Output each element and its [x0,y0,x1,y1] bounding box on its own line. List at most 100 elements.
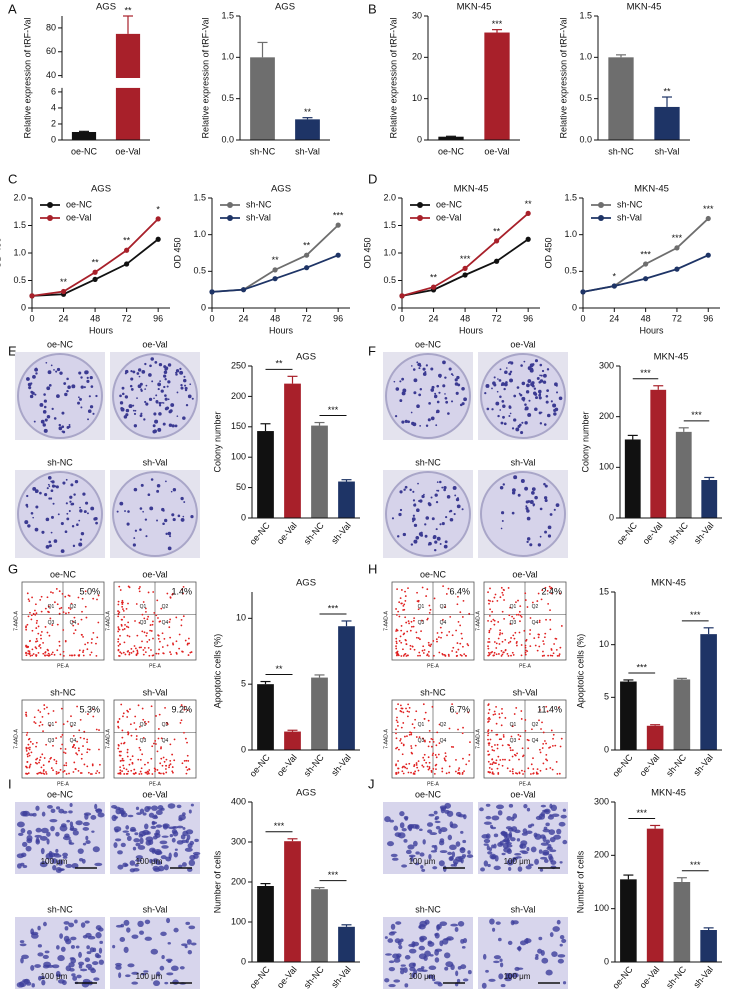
y-tick-label: 100 [231,916,246,926]
event [62,654,65,657]
y-tick-label: 2.0 [13,192,26,202]
significance: *** [492,19,503,29]
cell [149,847,156,853]
event [120,742,123,745]
event [135,728,137,731]
event [38,724,41,727]
event [168,621,171,623]
colony [35,489,38,492]
x-tick-label: 72 [492,313,502,323]
colony [425,516,430,520]
event [545,618,547,621]
cell [178,817,183,822]
x-tick-label: 72 [672,313,682,323]
cell [115,924,123,928]
event [500,586,503,589]
cell [37,944,42,948]
event [48,654,51,657]
event [60,707,63,710]
colony [409,488,412,492]
cell [74,919,78,924]
colony [140,414,143,417]
cell [72,830,79,836]
quadrant-label: Q4 [162,620,169,626]
event [122,715,124,718]
colony [461,387,465,391]
event [445,593,448,595]
colony [544,530,547,534]
cell [129,828,137,832]
scale-bar-label: 100 μm [409,857,436,866]
event [170,653,172,656]
event [187,637,190,640]
chart-title: MKN-45 [634,184,669,195]
image-label: oe-NC [415,789,442,799]
cell [439,827,448,833]
quadrant-label: Q4 [440,620,447,626]
cell [151,805,158,811]
cell [80,922,86,928]
error-bar [257,41,268,58]
event [489,771,492,774]
event [415,636,418,639]
event [43,704,46,706]
event [28,766,31,769]
colony [133,487,138,492]
colony [64,392,68,397]
event [433,654,435,657]
event [454,770,457,773]
quadrant-label: Q4 [532,620,539,626]
x-tick-label: oe-NC [247,520,272,547]
colony [175,373,178,376]
event [80,757,83,760]
event [144,651,147,653]
colony [497,378,499,380]
colony [179,367,182,370]
cell [485,969,489,973]
colony [543,482,546,486]
cell [94,862,103,867]
cell [55,848,59,853]
event [98,729,100,731]
colony [87,418,89,421]
event [441,767,444,770]
y-tick-label: 80 [46,22,56,32]
colony [48,497,51,500]
colony [495,401,500,406]
event [456,603,459,606]
event [487,753,490,756]
event [73,632,75,635]
cell [57,955,65,962]
x-axis-label: Hours [459,325,484,335]
flow-y-axis: 7-AAD-A [105,610,111,630]
event [538,719,540,722]
event [169,596,172,599]
quadrant-label: Q3 [140,620,147,626]
event [55,721,57,724]
colony [542,380,547,384]
event [42,764,45,767]
scale-bar-label: 100 μm [136,857,163,866]
colony [171,424,175,428]
colony [157,382,162,387]
y-tick-label: 10 [412,93,422,103]
event [488,602,490,605]
event [491,749,494,751]
cell [551,951,558,957]
event [122,609,125,612]
event [399,597,402,599]
event [423,649,426,651]
cell [63,935,70,942]
colony [399,490,403,494]
cell [172,979,179,985]
event [42,641,44,644]
event [518,610,521,613]
event [556,655,559,657]
cell [560,814,567,819]
event [487,730,489,733]
cell [428,813,435,817]
event [25,715,28,717]
event [496,767,499,770]
legend-marker [598,202,604,208]
event [542,650,544,653]
